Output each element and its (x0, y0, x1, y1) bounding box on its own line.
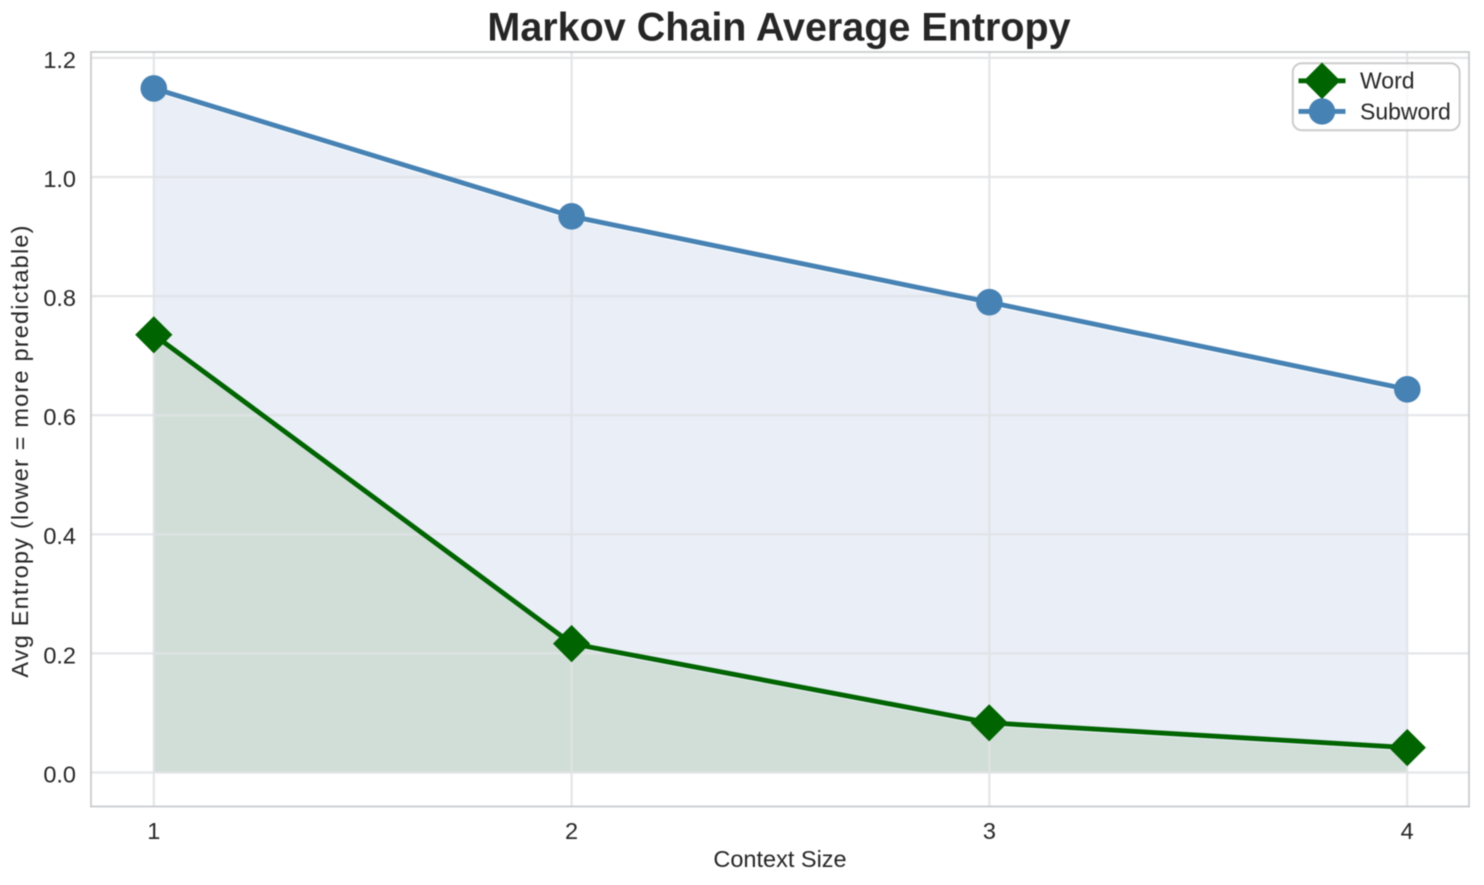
svg-text:4: 4 (1401, 818, 1414, 844)
svg-text:0.6: 0.6 (43, 404, 76, 430)
svg-text:Word: Word (1360, 68, 1415, 94)
svg-text:0.8: 0.8 (43, 285, 76, 311)
svg-text:Avg Entropy (lower = more pred: Avg Entropy (lower = more predictable) (7, 224, 33, 677)
svg-text:2: 2 (565, 818, 578, 844)
svg-text:Context Size: Context Size (713, 846, 846, 872)
svg-text:1: 1 (147, 818, 160, 844)
svg-text:0.2: 0.2 (43, 642, 76, 668)
svg-text:0.4: 0.4 (43, 523, 76, 549)
svg-text:3: 3 (983, 818, 996, 844)
svg-text:0.0: 0.0 (43, 761, 76, 787)
svg-text:1.0: 1.0 (43, 166, 76, 192)
svg-text:Markov Chain Average Entropy: Markov Chain Average Entropy (487, 6, 1070, 50)
svg-text:Subword: Subword (1360, 98, 1451, 124)
svg-text:1.2: 1.2 (43, 47, 76, 73)
